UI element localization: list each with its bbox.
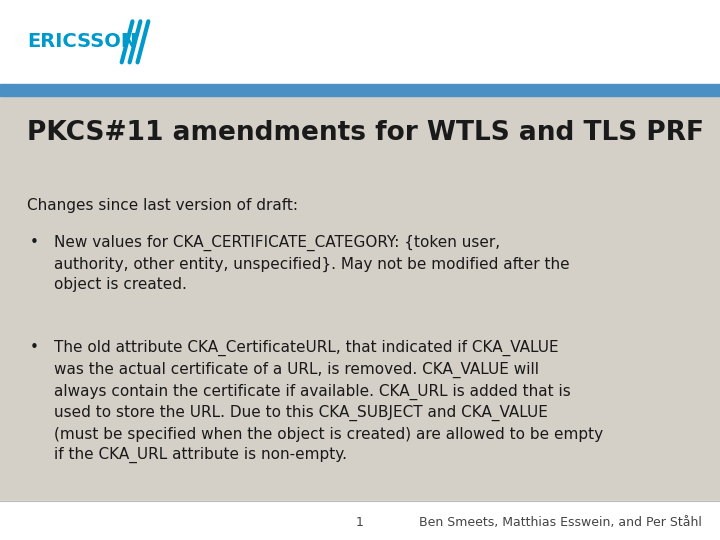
Bar [0, 0, 720, 84]
Text: Changes since last version of draft:: Changes since last version of draft: [27, 198, 298, 213]
Text: Ben Smeets, Matthias Esswein, and Per Ståhl: Ben Smeets, Matthias Esswein, and Per St… [419, 516, 702, 529]
Text: New values for CKA_CERTIFICATE_CATEGORY: {token user,
authority, other entity, u: New values for CKA_CERTIFICATE_CATEGORY:… [54, 235, 570, 292]
Text: ERICSSON: ERICSSON [27, 32, 138, 51]
Text: The old attribute CKA_CertificateURL, that indicated if CKA_VALUE
was the actual: The old attribute CKA_CertificateURL, th… [54, 340, 603, 463]
Bar [0, 84, 720, 96]
Text: PKCS#11 amendments for WTLS and TLS PRF: PKCS#11 amendments for WTLS and TLS PRF [27, 120, 704, 146]
Text: •: • [30, 340, 39, 355]
Text: •: • [30, 235, 39, 250]
Bar [0, 501, 720, 540]
Text: 1: 1 [356, 516, 364, 529]
